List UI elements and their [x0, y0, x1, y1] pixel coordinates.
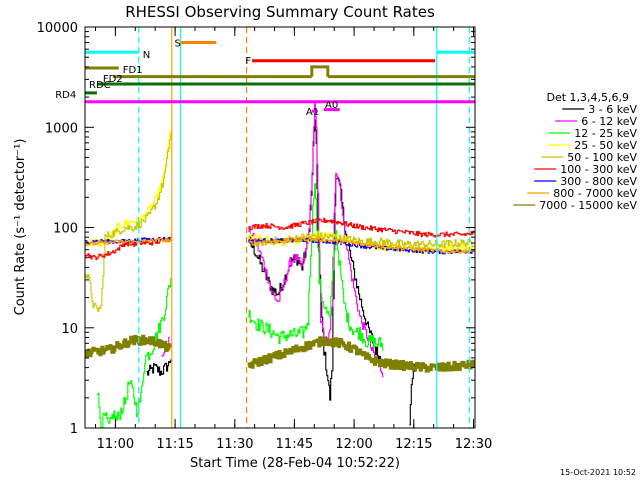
flag-label-f: F: [245, 56, 251, 67]
axes-group: 1 10 100 1000 10000 11:00 11:15 11:30 11:45 12:00…: [37, 21, 493, 452]
series-line-3-6-kev-part-3: [409, 363, 416, 426]
series-line-12-25-kev-part-2: [248, 183, 384, 351]
x-tick-label: 11:00: [97, 437, 134, 452]
series-line-50-100-kev-part-1: [85, 133, 172, 313]
y-tick-label: 1: [70, 422, 78, 437]
flag-label-a0: A0: [325, 100, 338, 111]
legend-entry-label: 300 - 800 keV: [560, 175, 637, 188]
x-tick-label: 12:15: [395, 437, 432, 452]
legend-entry-label: 25 - 50 keV: [574, 139, 637, 152]
flag-label-rd4: RD4: [55, 90, 76, 101]
x-tick-label: 12:00: [335, 437, 372, 452]
legend-entry-label: 7000 - 15000 keV: [539, 199, 637, 212]
x-axis-label: Start Time (28-Feb-04 10:52:22): [190, 456, 400, 471]
series-line-100-300-kev-part-2: [248, 217, 475, 238]
legend-entry-label: 6 - 12 keV: [581, 115, 637, 128]
x-tick-label: 11:45: [276, 437, 313, 452]
flag-bar-fd-step: [310, 65, 330, 77]
legend-entry-label: 12 - 25 keV: [574, 127, 637, 140]
legend-entry-label: 50 - 100 keV: [567, 151, 637, 164]
chart-title: RHESSI Observing Summary Count Rates: [125, 3, 435, 21]
legend-entry-label: 3 - 6 keV: [588, 103, 637, 116]
flag-label-fd2: FD2: [103, 74, 123, 85]
legend-header: Det 1,3,4,5,6,9: [546, 91, 629, 104]
x-tick-label: 11:30: [216, 437, 253, 452]
x-tick-label: 11:15: [156, 437, 193, 452]
series-line-7000-15000-kev-part-2: [247, 336, 475, 373]
generation-timestamp: 15-Oct-2021 10:52: [560, 468, 636, 477]
y-tick-label: 100: [53, 222, 78, 237]
series-line-25-50-kev-part-1: [85, 130, 172, 247]
legend-entry-label: 100 - 300 keV: [560, 163, 637, 176]
series-line-800-7000-kev-part-1: [85, 237, 172, 247]
data-series-group: [85, 101, 475, 428]
y-axis-label: Count Rate (s⁻¹ detector⁻¹): [13, 139, 28, 316]
flag-label-fd1: FD1: [123, 65, 143, 76]
series-line-3-6-kev-part-1: [146, 359, 172, 376]
series-line-6-12-kev-part-2: [248, 101, 384, 378]
y-tick-label: 10: [61, 322, 78, 337]
flag-label-rdc: RDC: [89, 80, 111, 91]
series-line-7000-15000-kev-part-1: [85, 334, 173, 359]
legend-entry-label: 800 - 7000 keV: [553, 187, 637, 200]
y-tick-label: 1000: [45, 121, 78, 136]
series-line-12-25-kev-part-1: [96, 277, 172, 428]
flag-label-n: N: [143, 50, 150, 61]
x-tick-label: 12:30: [455, 437, 492, 452]
flag-label-s: S: [175, 39, 181, 50]
y-tick-label: 10000: [37, 21, 78, 36]
flag-label-a1: A1: [306, 107, 319, 118]
